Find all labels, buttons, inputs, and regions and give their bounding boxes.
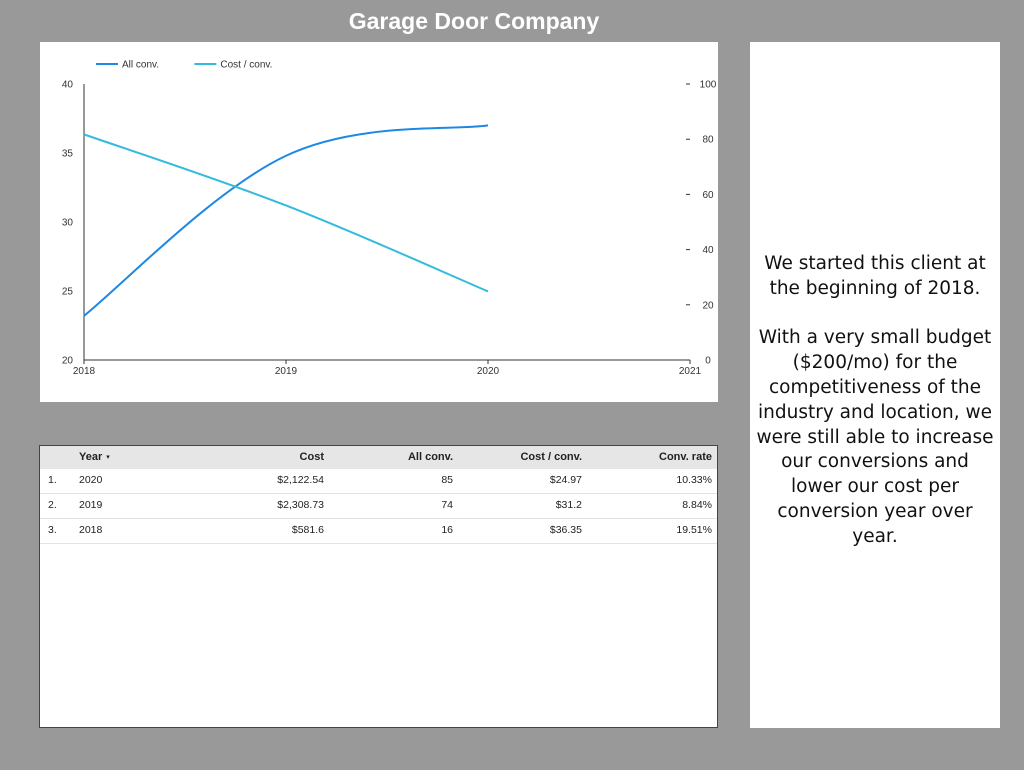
commentary-paragraph-1: We started this client at the beginning … [764, 253, 986, 299]
commentary-paragraph-2: With a very small budget ($200/mo) for t… [756, 327, 994, 547]
legend-label-1: All conv. [122, 60, 159, 71]
cell-conv-rate: 19.51% [676, 524, 712, 536]
x-tick-label: 2020 [477, 366, 500, 377]
header-conv-rate[interactable]: Conv. rate [659, 451, 712, 463]
cell-all-conv: 16 [441, 524, 453, 536]
cell-all-conv: 85 [441, 474, 453, 486]
x-tick-label: 2019 [275, 366, 298, 377]
y-right-tick-label: 100 [700, 80, 717, 91]
y-left-tick-label: 40 [62, 80, 74, 91]
cell-cost: $2,308.73 [277, 499, 324, 511]
header-year-label: Year [79, 451, 103, 463]
y-right-tick-label: 0 [705, 356, 711, 367]
y-left-tick-label: 25 [62, 287, 74, 298]
line-chart-svg: 20 25 30 35 40 0 20 40 60 80 100 2018 2019 2020 2021 Al… [62, 60, 717, 378]
cell-year: 2018 [79, 524, 103, 536]
x-tick-label: 2021 [679, 366, 702, 377]
page-title: Garage Door Company [348, 8, 600, 34]
table-row[interactable]: 2. 2019 $2,308.73 74 $31.2 8.84% [40, 494, 717, 519]
x-tick-label: 2018 [73, 366, 96, 377]
header-cost[interactable]: Cost [299, 451, 324, 463]
cell-cost-per-conv: $31.2 [555, 499, 582, 511]
cell-all-conv: 74 [441, 499, 453, 511]
series-line-1 [83, 124, 489, 317]
header-year[interactable]: Year ▾ [79, 446, 110, 469]
cell-cost: $2,122.54 [277, 474, 324, 486]
header-cost-per-conv[interactable]: Cost / conv. [520, 451, 582, 463]
cell-year: 2019 [79, 499, 103, 511]
cell-conv-rate: 8.84% [682, 499, 712, 511]
y-right-tick-label: 40 [702, 245, 714, 256]
header-all-conv[interactable]: All conv. [407, 451, 453, 463]
table-row[interactable]: 3. 2018 $581.6 16 $36.35 19.51% [40, 519, 717, 544]
table-row[interactable]: 1. 2020 $2,122.54 85 $24.97 10.33% [40, 469, 717, 494]
y-right-tick-label: 80 [702, 135, 714, 146]
table-header-row: Year ▾ Cost All conv. Cost / conv. Conv. … [40, 446, 717, 469]
cell-year: 2020 [79, 474, 103, 486]
yearly-table[interactable]: Year ▾ Cost All conv. Cost / conv. Conv. … [39, 445, 718, 728]
cell-cost: $581.6 [291, 524, 324, 536]
legend-label-2: Cost / conv. [220, 60, 272, 71]
commentary-panel: We started this client at the beginning … [750, 42, 1000, 728]
commentary-text: We started this client at the beginning … [750, 252, 1000, 574]
y-left-tick-label: 20 [62, 356, 74, 367]
cell-cost-per-conv: $36.35 [549, 524, 582, 536]
y-right-tick-label: 20 [702, 300, 714, 311]
y-right-tick-label: 60 [702, 190, 714, 201]
row-index: 2. [48, 499, 57, 511]
y-left-tick-label: 30 [62, 218, 74, 229]
conversions-chart[interactable]: 20 25 30 35 40 0 20 40 60 80 100 2018 2019 2020 2021 Al… [40, 42, 718, 402]
row-index: 3. [48, 524, 57, 536]
cell-conv-rate: 10.33% [676, 474, 712, 486]
sort-desc-icon[interactable]: ▾ [106, 454, 110, 461]
y-left-tick-label: 35 [62, 149, 74, 160]
cell-cost-per-conv: $24.97 [549, 474, 582, 486]
row-index: 1. [48, 474, 57, 486]
series-line-2 [83, 133, 489, 293]
